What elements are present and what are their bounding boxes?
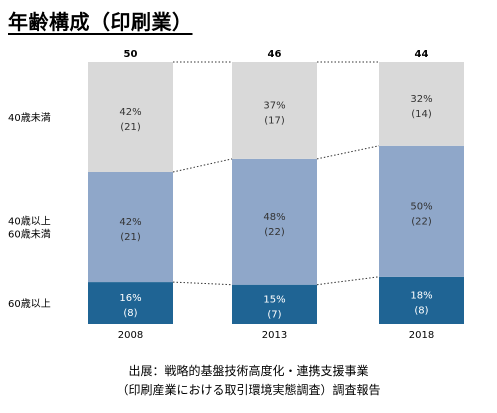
page-title: 年齢構成（印刷業） bbox=[8, 10, 193, 34]
connector-line-0-1 bbox=[172, 281, 233, 286]
data-label-count-bottom-2013: (7) bbox=[267, 309, 281, 320]
bar-top-2013 bbox=[232, 62, 317, 159]
data-label-count-middle-2008: (21) bbox=[120, 232, 141, 243]
legend-label-line: 40歳未満 bbox=[8, 112, 51, 124]
legend-label-line: 60歳以上 bbox=[8, 298, 51, 310]
bar-bottom-2013 bbox=[232, 284, 317, 324]
legend-label-top: 40歳未満 bbox=[8, 112, 51, 124]
data-label-count-bottom-2008: (8) bbox=[123, 308, 137, 319]
stacked-bar-chart: 16% (8) 42% (21) 42% (21) 50 2008 15% (7) 48% (22) 3… bbox=[8, 49, 464, 341]
x-tick-2018: 2018 bbox=[409, 330, 434, 341]
connector-line-1-1 bbox=[316, 276, 380, 286]
legend-label-bottom: 60歳以上 bbox=[8, 298, 51, 310]
data-label-count-middle-2013: (22) bbox=[264, 227, 285, 238]
x-tick-2013: 2013 bbox=[262, 330, 287, 341]
data-label-percent-top-2018: 32% bbox=[410, 94, 432, 105]
data-label-percent-top-2008: 42% bbox=[119, 107, 141, 118]
source-line-1: 出展：戦略的基盤技術高度化・連携支援事業 bbox=[128, 364, 369, 378]
bar-middle-2018 bbox=[379, 145, 464, 277]
source-line-2: （印刷産業における取引環境実態調査）調査報告 bbox=[116, 383, 381, 397]
connector-line-1-2 bbox=[316, 145, 380, 160]
bar-bottom-2008 bbox=[88, 282, 173, 324]
bar-bottom-2018 bbox=[379, 276, 464, 324]
total-label-2008: 50 bbox=[124, 49, 138, 60]
data-label-percent-middle-2008: 42% bbox=[119, 217, 141, 228]
bar-middle-2008 bbox=[88, 172, 173, 282]
legend-label-line: 40歳以上 bbox=[8, 216, 51, 228]
connector-line-0-2 bbox=[172, 158, 233, 173]
data-label-percent-bottom-2013: 15% bbox=[263, 294, 285, 305]
data-label-count-top-2018: (14) bbox=[411, 109, 432, 120]
data-label-count-middle-2018: (22) bbox=[411, 216, 432, 227]
data-label-count-bottom-2018: (8) bbox=[414, 305, 428, 316]
bar-top-2008 bbox=[88, 62, 173, 172]
total-label-2018: 44 bbox=[415, 49, 429, 60]
data-label-percent-bottom-2008: 16% bbox=[119, 293, 141, 304]
x-tick-2008: 2008 bbox=[118, 330, 143, 341]
data-label-percent-bottom-2018: 18% bbox=[410, 290, 432, 301]
legend-label-line: 60歳未満 bbox=[8, 229, 51, 241]
total-label-2013: 46 bbox=[268, 49, 282, 60]
data-label-count-top-2013: (17) bbox=[264, 115, 285, 126]
bar-top-2018 bbox=[379, 62, 464, 146]
bar-middle-2013 bbox=[232, 158, 317, 285]
data-label-count-top-2008: (21) bbox=[120, 122, 141, 133]
data-label-percent-middle-2018: 50% bbox=[410, 201, 432, 212]
data-label-percent-top-2013: 37% bbox=[263, 100, 285, 111]
data-label-percent-middle-2013: 48% bbox=[263, 212, 285, 223]
legend-label-middle: 40歳以上 60歳未満 bbox=[8, 216, 51, 241]
